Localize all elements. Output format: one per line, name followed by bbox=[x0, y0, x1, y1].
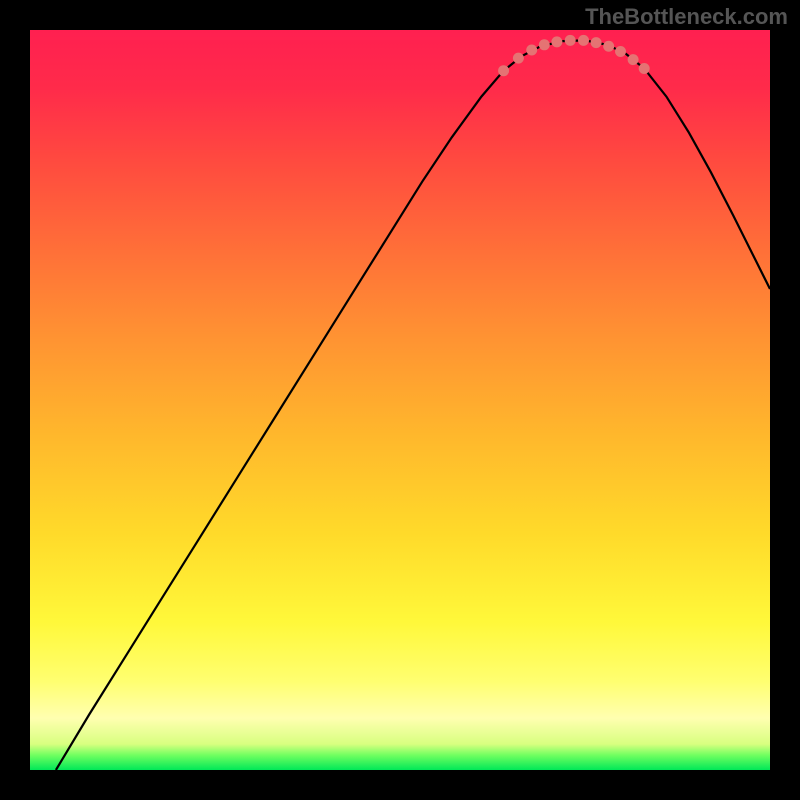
marker-dot bbox=[603, 41, 614, 52]
marker-dot bbox=[513, 53, 524, 64]
marker-dot bbox=[639, 63, 650, 74]
marker-dot bbox=[526, 44, 537, 55]
bottleneck-curve bbox=[56, 40, 770, 770]
marker-dot bbox=[591, 37, 602, 48]
plot-area bbox=[30, 30, 770, 770]
marker-dot bbox=[551, 36, 562, 47]
marker-dot bbox=[498, 65, 509, 76]
chart-container: TheBottleneck.com bbox=[0, 0, 800, 800]
marker-dot bbox=[578, 35, 589, 46]
marker-dot bbox=[539, 39, 550, 50]
curve-layer bbox=[30, 30, 770, 770]
watermark-text: TheBottleneck.com bbox=[585, 4, 788, 30]
marker-dot bbox=[565, 35, 576, 46]
marker-dot bbox=[615, 46, 626, 57]
marker-dot bbox=[628, 54, 639, 65]
